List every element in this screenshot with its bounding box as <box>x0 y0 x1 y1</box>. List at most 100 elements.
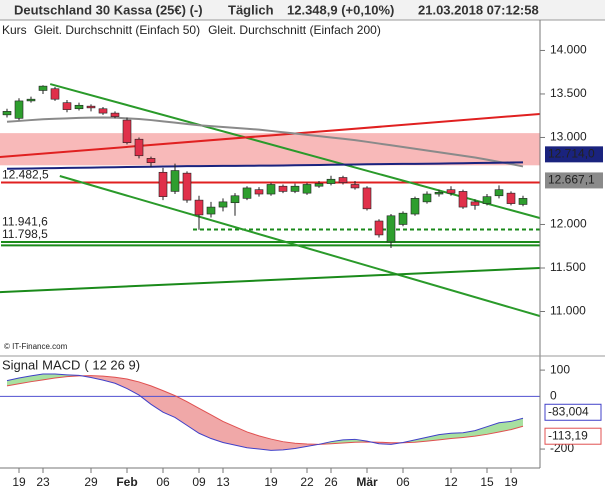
macd-fill <box>187 401 199 434</box>
macd-fill <box>211 414 223 443</box>
candle-body <box>446 189 456 194</box>
value-box <box>544 403 602 421</box>
x-tick-label: 19 <box>504 475 518 489</box>
trend-line <box>49 83 540 220</box>
macd-fill <box>199 408 211 439</box>
candle-body <box>302 184 312 194</box>
legend-entry: Gleit. Durchschnitt (Einfach 200) <box>208 23 381 37</box>
macd-panel <box>0 373 540 451</box>
x-tick-label: 19 <box>264 475 278 489</box>
trend-line <box>0 266 540 294</box>
macd-fill <box>247 431 259 450</box>
y-tick-label: 11.000 <box>550 304 586 318</box>
candle-body <box>386 215 396 243</box>
macd-fill <box>283 441 295 450</box>
zone <box>0 133 540 166</box>
level-label: 12.482,5 <box>2 168 49 182</box>
macd-fill <box>235 426 247 448</box>
candle-body <box>38 85 48 91</box>
candle-body <box>458 191 468 208</box>
candle-body <box>518 198 528 205</box>
macd-line <box>6 373 524 451</box>
value-box <box>544 427 602 445</box>
legend-entry: Signal <box>2 357 38 372</box>
x-tick-label: 09 <box>192 475 206 489</box>
candle-body <box>110 112 120 117</box>
value-label: 12.667,1 <box>548 173 595 187</box>
macd-fill <box>127 379 139 396</box>
candle-body <box>158 171 168 197</box>
value-box <box>545 146 603 163</box>
macd-fill <box>103 376 115 384</box>
candle-body <box>62 102 72 110</box>
candle-body <box>206 206 216 215</box>
candle-body <box>194 199 204 216</box>
x-tick-label: 29 <box>84 475 98 489</box>
candle-body <box>326 178 336 184</box>
value-label: -113,19 <box>548 428 588 442</box>
x-tick-label: 26 <box>324 475 338 489</box>
macd-fill <box>295 443 307 449</box>
candle-body <box>254 189 264 195</box>
macd-fill <box>175 395 187 426</box>
x-tick-label: 15 <box>480 475 494 489</box>
candle-body <box>74 104 84 110</box>
macd-fill <box>475 426 487 437</box>
candle-body <box>434 191 444 195</box>
macd-fill <box>451 432 463 439</box>
x-tick-label: 13 <box>216 475 230 489</box>
header-bar <box>0 0 605 20</box>
interval: Täglich <box>228 2 274 17</box>
level-label: 11.941,6 <box>2 215 48 229</box>
x-tick-label: 22 <box>300 475 314 489</box>
macd-fill <box>163 390 175 418</box>
overlay: 12.482,5 11.941,611.798,5 14.000 13.500 13.0… <box>2 23 603 489</box>
candle-body <box>278 185 288 192</box>
value-label: -83,004 <box>548 404 589 418</box>
x-tick-label: 06 <box>156 475 170 489</box>
y-tick-label: 12.000 <box>550 217 587 231</box>
macd-fill <box>439 433 451 440</box>
candle-body <box>314 183 324 187</box>
candle-body <box>230 195 240 204</box>
candle-body <box>410 198 420 215</box>
candle-body <box>350 184 360 189</box>
y-tick-label: 100 <box>550 362 570 376</box>
macd-fill <box>427 434 439 442</box>
candle-body <box>182 172 192 201</box>
y-tick-label: 0 <box>550 389 557 403</box>
moving-average <box>6 161 524 170</box>
candle-body <box>290 185 300 192</box>
value-label: 12.714,0 <box>548 147 595 161</box>
candle-body <box>26 98 36 102</box>
macd-fill <box>223 421 235 446</box>
moving-average <box>6 116 524 168</box>
last-price: 12.348,9 (+0,10%) <box>287 2 394 17</box>
candle-body <box>398 212 408 225</box>
x-tick-label: 23 <box>36 475 50 489</box>
macd-line <box>6 375 524 445</box>
candle-body <box>338 177 348 184</box>
candle-body <box>362 187 372 210</box>
candle-body <box>2 111 12 116</box>
timestamp: 21.03.2018 07:12:58 <box>418 2 539 17</box>
y-tick-label: 11.500 <box>550 260 586 274</box>
y-tick-label: 13.000 <box>550 130 587 144</box>
candle-body <box>134 138 144 157</box>
y-tick-label: 14.000 <box>550 43 587 57</box>
macd-fill <box>31 374 43 382</box>
legend-price: Kurs <box>2 23 27 37</box>
candle-body <box>470 201 480 206</box>
macd-fill <box>115 377 127 389</box>
macd-fill <box>151 385 163 413</box>
legend-entry: MACD <box>42 357 80 372</box>
level-label: 11.798,5 <box>2 227 48 241</box>
macd-fill <box>139 381 151 405</box>
trend-line <box>59 175 540 317</box>
candle-body <box>86 105 96 109</box>
candle-body <box>266 184 276 195</box>
candle-body <box>242 187 252 199</box>
x-tick-label: Mär <box>356 475 378 489</box>
value-box <box>545 172 603 189</box>
